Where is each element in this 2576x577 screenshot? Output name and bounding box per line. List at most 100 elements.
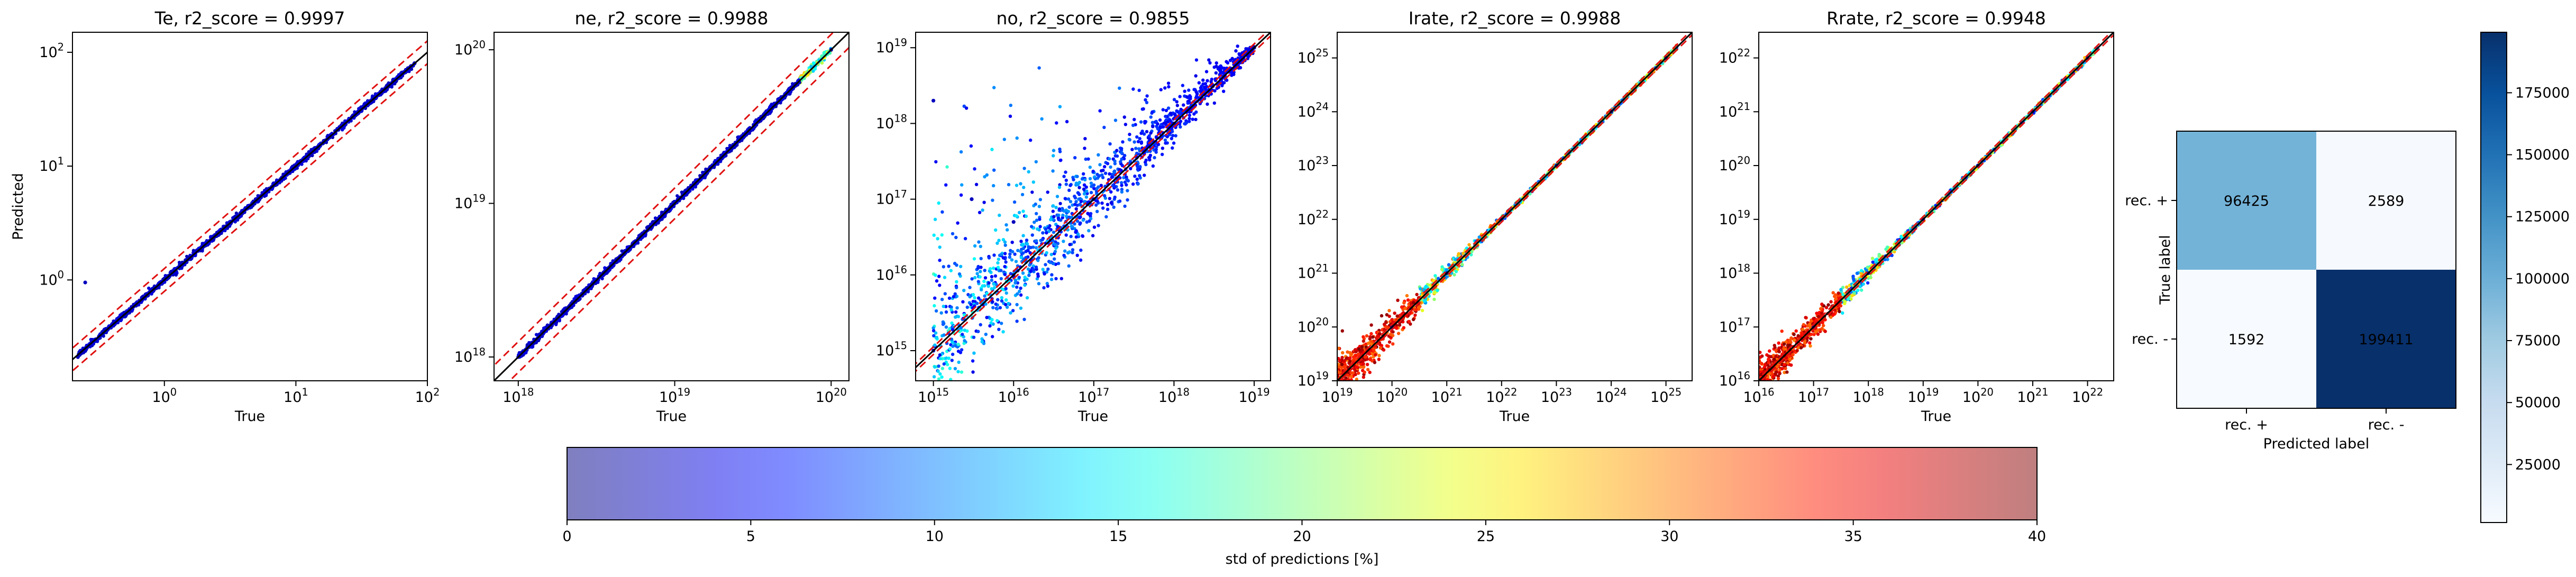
y-tick-label: 100	[39, 269, 64, 288]
scatter-point	[83, 280, 87, 285]
scatter-point	[1184, 121, 1189, 125]
scatter-point	[1052, 218, 1055, 222]
scatter-point	[1004, 287, 1008, 290]
scatter-point	[992, 282, 996, 286]
scatter-point	[1011, 309, 1015, 313]
scatter-point	[1168, 112, 1173, 115]
scatter-point	[1038, 217, 1042, 221]
scatter-point	[992, 286, 997, 290]
scatter-point	[939, 311, 943, 315]
scatter-point	[1385, 313, 1389, 317]
scatter-point	[1026, 249, 1030, 252]
scatter-point	[981, 208, 984, 212]
scatter-point	[1064, 233, 1068, 237]
scatter-point	[1340, 381, 1344, 384]
scatter-point	[976, 264, 980, 269]
scatter-point	[1191, 117, 1194, 121]
scatter-point	[1015, 285, 1019, 289]
scatter-point	[1042, 286, 1046, 290]
scatter-point	[993, 274, 998, 278]
scatter-point	[1175, 104, 1180, 107]
scatter-point	[1034, 202, 1037, 206]
scatter-point	[1104, 215, 1108, 219]
scatter-point	[943, 292, 947, 296]
scatter-point	[1120, 151, 1123, 155]
scatter-point	[1082, 192, 1086, 196]
scatter-point	[999, 269, 1003, 272]
scatter-point	[1030, 233, 1035, 237]
scatter-point	[1112, 205, 1116, 209]
scatter-point	[1062, 240, 1065, 243]
scatter-point	[1097, 224, 1100, 227]
panel-title: no, r2_score = 0.9855	[997, 8, 1190, 29]
scatter-point	[1057, 186, 1062, 189]
scatter-point	[1074, 200, 1078, 204]
scatter-point	[1032, 268, 1036, 272]
scatter-point	[120, 312, 124, 316]
scatter-point	[1074, 207, 1078, 211]
scatter-point	[972, 257, 976, 261]
scatter-point	[977, 240, 981, 244]
scatter-point	[1049, 253, 1054, 257]
scatter-point	[944, 183, 948, 187]
scatter-point	[1064, 182, 1068, 186]
scatter-point	[1100, 201, 1104, 205]
scatter-point	[1420, 308, 1424, 313]
scatter-point	[1136, 167, 1140, 171]
scatter-point	[1006, 228, 1009, 232]
y-axis-label: Predicted	[10, 173, 26, 240]
scatter-point	[1123, 153, 1127, 158]
scatter-point	[1029, 269, 1033, 273]
scatter-point	[1166, 106, 1171, 110]
scatter-point	[1147, 134, 1151, 138]
scatter-point	[955, 263, 958, 267]
scatter-point	[963, 339, 966, 343]
scatter-point	[1113, 118, 1118, 122]
scatter-point	[962, 289, 966, 292]
scatter-point	[1055, 121, 1058, 125]
scatter-point	[992, 168, 996, 172]
scatter-point	[1397, 323, 1402, 327]
scatter-point	[935, 335, 939, 340]
y-tick-label: 1019	[876, 36, 907, 56]
scatter-point	[574, 295, 578, 298]
lower-error-line	[916, 35, 1271, 373]
scatter-point	[1052, 149, 1056, 152]
scatter-point	[1101, 206, 1105, 210]
scatter-panel: 1019 1020 1021 1022 1023 1024 1025101910201021…	[1298, 8, 1693, 425]
scatter-point	[1158, 125, 1163, 130]
scatter-point	[542, 326, 546, 330]
scatter-point	[1377, 354, 1381, 358]
scatter-point	[1012, 200, 1017, 204]
scatter-point	[1138, 136, 1141, 141]
scatter-point	[1011, 250, 1015, 254]
scatter-point	[933, 217, 937, 221]
scatter-point	[656, 221, 660, 225]
scatter-point	[1120, 157, 1123, 161]
scatter-point	[1129, 167, 1132, 171]
scatter-point	[1070, 224, 1074, 228]
scatter-point	[989, 321, 993, 325]
scatter-point	[1073, 222, 1076, 226]
scatter-point	[1103, 194, 1107, 198]
axes-frame	[494, 32, 849, 381]
scatter-point	[998, 213, 1001, 217]
scatter-point	[1015, 303, 1019, 307]
scatter-point	[1062, 175, 1066, 178]
scatter-point	[1023, 276, 1027, 279]
scatter-point	[1003, 243, 1007, 247]
scatter-point	[1368, 358, 1372, 361]
scatter-point	[950, 359, 954, 362]
plot-area	[1337, 32, 1692, 384]
scatter-point	[1069, 234, 1073, 239]
scatter-point	[1067, 250, 1072, 254]
scatter-point	[1077, 180, 1082, 185]
scatter-point	[1081, 218, 1085, 222]
scatter-point	[949, 308, 953, 312]
scatter-point	[1094, 203, 1098, 207]
scatter-point	[1120, 163, 1125, 168]
scatter-point	[979, 270, 982, 273]
scatter-point	[1175, 100, 1179, 104]
scatter-point	[1369, 323, 1373, 327]
scatter-point	[617, 259, 622, 263]
